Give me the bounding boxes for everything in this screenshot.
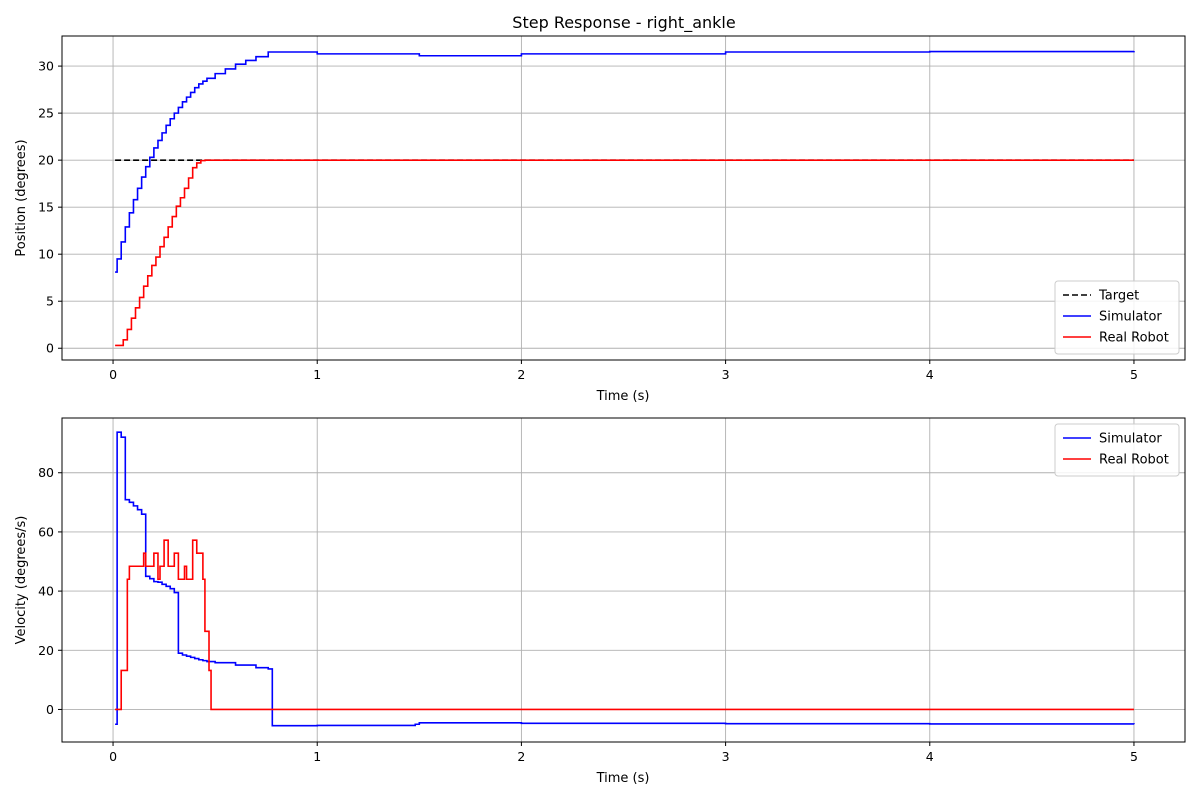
legend: Target Simulator Real Robot bbox=[1054, 280, 1180, 355]
y-tick-label: 5 bbox=[46, 294, 54, 309]
velocity-chart: 0 1 2 3 4 5 0 20 40 60 80 Time (s) Velocity (degre… bbox=[14, 417, 1186, 786]
x-tick-label: 0 bbox=[109, 749, 117, 764]
y-axis-label: Position (degrees) bbox=[14, 139, 29, 256]
plot-frame bbox=[61, 417, 1186, 743]
legend-label-real-robot: Real Robot bbox=[1099, 453, 1169, 468]
series-line-simulator bbox=[115, 50, 1135, 273]
x-tick-label: 1 bbox=[313, 749, 321, 764]
y-tick-label: 0 bbox=[46, 341, 54, 356]
x-axis-label: Time (s) bbox=[596, 771, 650, 786]
y-tick-label: 15 bbox=[38, 200, 54, 215]
legend-frame bbox=[1054, 423, 1180, 477]
axis-ticks: 0 1 2 3 4 5 0 5 10 15 20 25 30 bbox=[38, 59, 1138, 382]
y-tick-label: 40 bbox=[38, 584, 54, 599]
plot-frame bbox=[61, 35, 1186, 361]
y-tick-label: 30 bbox=[38, 59, 54, 74]
chart-title: Step Response - right_ankle bbox=[512, 13, 735, 33]
legend-frame bbox=[1054, 280, 1180, 355]
series-layer bbox=[115, 50, 1135, 347]
x-tick-label: 4 bbox=[926, 749, 934, 764]
legend: Simulator Real Robot bbox=[1054, 423, 1180, 477]
legend-label-simulator: Simulator bbox=[1099, 310, 1162, 325]
series-line-real-robot bbox=[115, 539, 1134, 711]
series-line-real-robot bbox=[115, 159, 1134, 347]
x-axis-label: Time (s) bbox=[596, 389, 650, 404]
axis-ticks: 0 1 2 3 4 5 0 20 40 60 80 bbox=[38, 465, 1138, 764]
series-layer bbox=[115, 431, 1135, 727]
position-chart: Step Response - right_ankle 0 1 2 3 4 5 0 5 10 15… bbox=[14, 13, 1186, 404]
x-tick-label: 3 bbox=[722, 367, 730, 382]
y-tick-label: 0 bbox=[46, 702, 54, 717]
y-tick-label: 60 bbox=[38, 524, 54, 539]
legend-label-simulator: Simulator bbox=[1099, 432, 1162, 447]
legend-label-target: Target bbox=[1098, 289, 1139, 304]
y-axis-label: Velocity (degrees/s) bbox=[14, 516, 29, 645]
y-tick-label: 20 bbox=[38, 643, 54, 658]
x-tick-label: 5 bbox=[1130, 749, 1138, 764]
y-tick-label: 80 bbox=[38, 465, 54, 480]
x-tick-label: 2 bbox=[517, 367, 525, 382]
y-tick-label: 20 bbox=[38, 153, 54, 168]
x-tick-label: 1 bbox=[313, 367, 321, 382]
x-tick-label: 4 bbox=[926, 367, 934, 382]
x-tick-label: 0 bbox=[109, 367, 117, 382]
y-tick-label: 25 bbox=[38, 106, 54, 121]
legend-label-real-robot: Real Robot bbox=[1099, 331, 1169, 346]
x-tick-label: 5 bbox=[1130, 367, 1138, 382]
y-tick-label: 10 bbox=[38, 247, 54, 262]
grid-lines bbox=[62, 36, 1185, 360]
x-tick-label: 3 bbox=[722, 749, 730, 764]
x-tick-label: 2 bbox=[517, 749, 525, 764]
series-line-simulator bbox=[115, 431, 1135, 727]
